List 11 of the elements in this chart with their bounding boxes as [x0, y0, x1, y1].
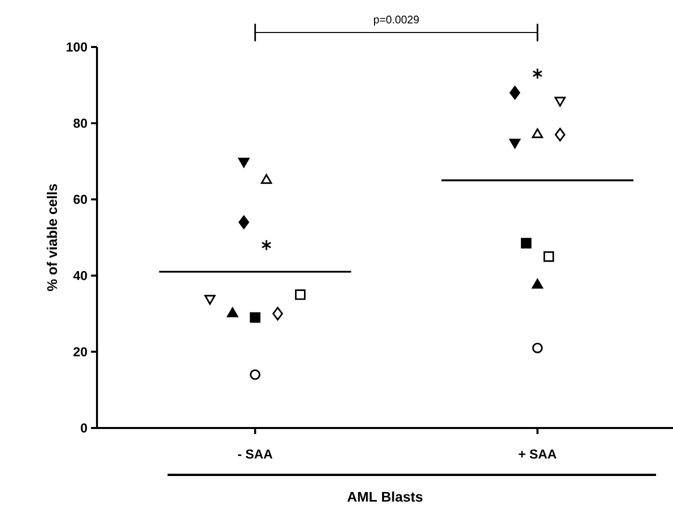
y-tick-label: 20: [74, 347, 87, 356]
y-tick-label: 60: [74, 194, 87, 204]
x-tick-label: - SAA: [238, 449, 272, 459]
y-tick-label: 0: [80, 423, 87, 433]
y-tick-label: 40: [73, 270, 87, 280]
x-axis-title: AML Blasts: [347, 491, 422, 502]
y-tick-label: 100: [66, 42, 87, 52]
x-tick-label: + SAA: [518, 449, 556, 459]
y-tick-label: 80: [74, 118, 87, 128]
text: p=0.0029: [374, 16, 419, 26]
y-axis-title: % of viable cells: [46, 184, 58, 292]
